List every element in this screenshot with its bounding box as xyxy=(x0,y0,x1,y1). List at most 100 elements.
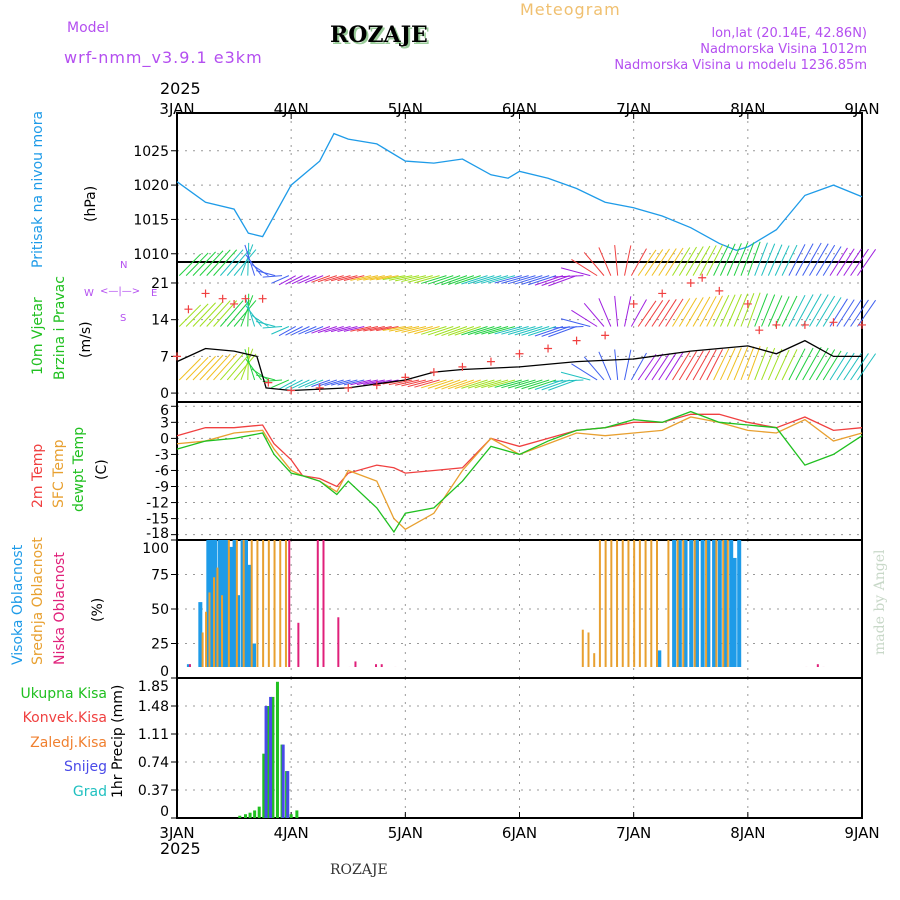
cloud-bar xyxy=(208,592,211,667)
wind-arrow xyxy=(240,244,254,276)
y-tick-label: 0 xyxy=(160,431,169,447)
cloud-bar xyxy=(221,595,224,667)
cloud-bar xyxy=(288,540,291,667)
y-tick-label: 0 xyxy=(160,804,169,820)
wind-arrow xyxy=(692,296,711,327)
precip-bar xyxy=(266,706,270,818)
y-tick-label: 0.74 xyxy=(138,755,169,771)
y-tick-label: 1.48 xyxy=(138,699,169,715)
x-tick-label: 7JAN xyxy=(616,824,651,842)
wind-gust-marker xyxy=(698,273,707,282)
year-top: 2025 xyxy=(160,79,201,98)
wind-arrow xyxy=(401,275,427,283)
wind-arrow xyxy=(262,325,283,329)
wind-arrow xyxy=(774,349,790,381)
wind-arrow xyxy=(233,353,257,381)
cloud-bar xyxy=(216,567,219,667)
wind-arrow xyxy=(678,297,697,327)
wind-arrow xyxy=(447,326,474,336)
wind-arrow xyxy=(363,379,385,385)
y-tick-label: 7 xyxy=(160,349,169,365)
wind-gust-marker xyxy=(601,331,610,340)
precip-bar xyxy=(248,812,252,818)
wind-arrow xyxy=(369,379,392,385)
wind-arrow xyxy=(726,293,742,327)
wind-arrow xyxy=(434,379,461,390)
year-bottom: 2025 xyxy=(160,839,201,858)
cloud-bar xyxy=(598,540,601,667)
wind-arrow xyxy=(521,275,550,285)
wind-gust-marker xyxy=(458,362,467,371)
wind-arrow xyxy=(414,275,440,284)
precip-bar xyxy=(262,753,266,818)
wind-arrow xyxy=(733,346,749,381)
wind-arrow xyxy=(740,292,755,327)
wind-arrow xyxy=(199,301,224,327)
y-tick-label: 1.11 xyxy=(138,727,169,743)
wind-arrow xyxy=(304,379,324,388)
wind-arrow xyxy=(685,246,704,276)
wind-arrow xyxy=(598,247,612,276)
wind-arrow xyxy=(836,352,855,381)
pressure-line xyxy=(176,132,863,252)
wind-gust-marker xyxy=(572,336,581,345)
y-tick-label: 50 xyxy=(151,602,169,618)
wind-arrow xyxy=(822,350,842,381)
wind-arrow xyxy=(298,275,317,284)
wind-arrow xyxy=(185,303,209,327)
wind-arrow xyxy=(583,302,605,327)
cloud-bar xyxy=(247,564,252,667)
cloud-bar xyxy=(354,661,357,667)
cloud-bar xyxy=(279,540,282,667)
cloud-bar xyxy=(587,632,590,667)
y-tick-label: 0 xyxy=(160,664,169,680)
cloud-bar xyxy=(712,540,717,667)
cloud-bar xyxy=(205,611,208,667)
cloud-bar xyxy=(273,540,276,667)
wind-arrow xyxy=(382,275,406,281)
y-tick-label: 1020 xyxy=(133,178,169,194)
wind-arrow xyxy=(553,379,584,382)
wind-arrow xyxy=(447,275,474,285)
wind-arrow xyxy=(747,292,761,327)
wind-arrow xyxy=(330,379,351,386)
wind-arrow xyxy=(528,326,557,337)
wind-gust-marker xyxy=(230,299,239,308)
wind-arrow xyxy=(388,275,413,281)
wind-arrow xyxy=(213,300,238,327)
panel-frame xyxy=(176,401,863,541)
wind-arrow xyxy=(350,275,372,281)
wind-arrow xyxy=(434,326,461,336)
wind-arrow xyxy=(192,251,216,276)
wind-arrow xyxy=(630,299,647,327)
precip-bar xyxy=(238,815,242,818)
wind-arrow xyxy=(699,296,717,327)
x-tick-label: 6JAN xyxy=(502,100,537,118)
wind-arrow xyxy=(233,300,257,327)
wind-gust-marker xyxy=(258,294,267,303)
cloud-bar xyxy=(717,540,722,667)
wind-arrow xyxy=(356,275,379,281)
wind-arrow xyxy=(658,352,677,381)
wind-arrow xyxy=(311,326,331,334)
wind-arrow xyxy=(178,253,202,276)
wind-arrow xyxy=(395,326,420,333)
cloud-bar xyxy=(604,540,607,667)
cloud-bar xyxy=(706,540,711,667)
legend-hail: Grad xyxy=(72,784,107,800)
wind-arrow xyxy=(713,348,730,381)
meteogram-label: Meteogram xyxy=(520,0,621,19)
wind-gust-marker xyxy=(755,326,764,335)
wind-arrow xyxy=(199,250,224,276)
wind-arrow xyxy=(788,294,806,327)
precip-bar xyxy=(253,810,257,818)
wind-arrow xyxy=(233,249,257,276)
cloud-bar xyxy=(610,540,613,667)
wind-arrow xyxy=(685,350,704,381)
x-tick-label: 8JAN xyxy=(730,100,765,118)
x-tick-label: 9JAN xyxy=(844,824,879,842)
elevation: Nadmorska Visina 1012m xyxy=(700,42,867,57)
y-tick-label: -18 xyxy=(146,526,169,542)
wind-arrow xyxy=(199,354,224,381)
wind-gust-marker xyxy=(658,289,667,298)
